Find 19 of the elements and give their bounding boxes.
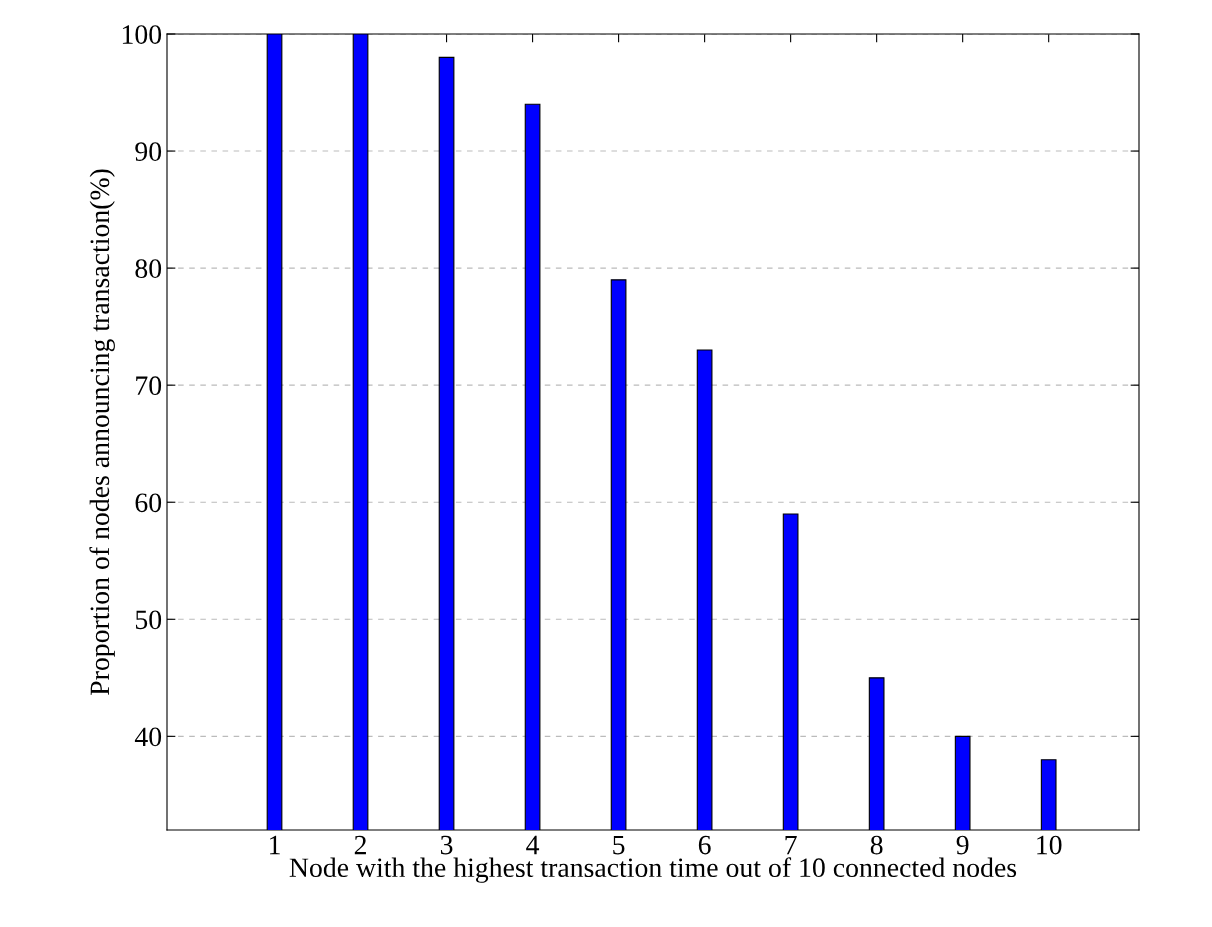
x-tick-label: 2	[354, 835, 366, 855]
y-tick-label: 90	[135, 142, 162, 161]
y-tick-label: 50	[135, 610, 162, 630]
x-tick-label: 9	[956, 835, 969, 855]
x-tick-label: 7	[785, 835, 797, 855]
x-axis-title: Node with the highest transaction time out of 10 connected nodes	[289, 857, 1017, 883]
x-tick-label: 3	[440, 835, 453, 855]
x-tick-label: 1	[270, 835, 280, 855]
x-tick-label: 4	[526, 835, 540, 855]
y-axis-title: Proportion of nodes announcing transaction(%)	[89, 169, 115, 696]
y-tick-label: 70	[136, 376, 162, 396]
y-tick-label: 40	[134, 727, 162, 747]
x-tick-label: 8	[870, 835, 883, 855]
x-tick-label: 10	[1037, 835, 1062, 855]
x-tick-label: 6	[698, 835, 711, 855]
y-tick-label: 60	[135, 493, 162, 513]
x-tick-label: 5	[613, 835, 625, 855]
y-tick-label: 100	[122, 25, 162, 44]
y-tick-label: 80	[135, 259, 162, 279]
